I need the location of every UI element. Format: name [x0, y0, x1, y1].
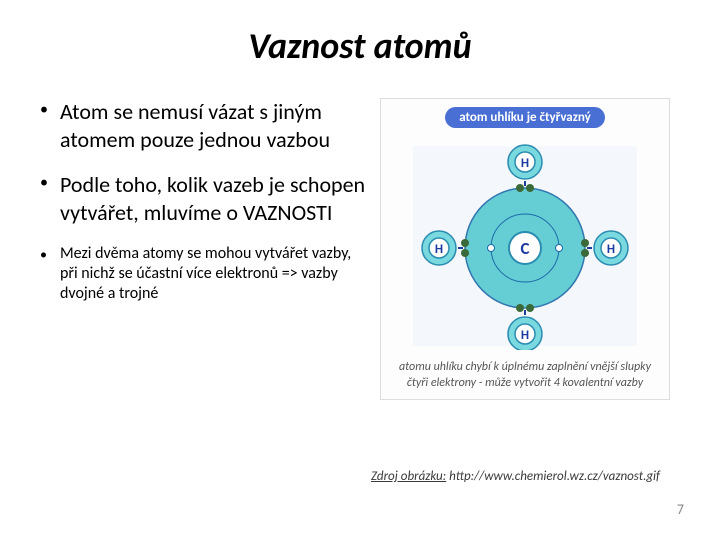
- bullet-main-0: • Atom se nemusí vázat s jiným atomem po…: [40, 98, 370, 153]
- diagram-card: atom uhlíku je čtyřvazný C H H H H atomu uhl…: [380, 98, 670, 400]
- bullet-dot-icon: •: [40, 98, 60, 119]
- source-url: http://www.chemierol.wz.cz/vaznost.gif: [449, 469, 660, 484]
- page-title: Vaznost atomů: [0, 0, 720, 98]
- svg-text:H: H: [607, 242, 615, 257]
- valence-diagram: C H H H H: [395, 140, 655, 350]
- bullet-dot-icon: •: [40, 171, 60, 192]
- diagram-caption: atomu uhlíku chybí k úplnému zaplnění vn…: [387, 356, 663, 391]
- content-row: • Atom se nemusí vázat s jiným atomem po…: [0, 98, 720, 400]
- image-source: Zdroj obrázku: http://www.chemierol.wz.c…: [371, 469, 660, 484]
- svg-text:H: H: [521, 156, 529, 171]
- bullet-text: Atom se nemusí vázat s jiným atomem pouz…: [60, 98, 370, 153]
- bullet-main-1: • Podle toho, kolik vazeb je schopen vyt…: [40, 171, 370, 226]
- bullet-dot-icon: •: [40, 244, 60, 263]
- bullet-sub-0: • Mezi dvěma atomy se mohou vytvářet vaz…: [40, 244, 370, 304]
- bullet-text: Mezi dvěma atomy se mohou vytvářet vazby…: [60, 244, 370, 304]
- svg-text:C: C: [521, 238, 530, 259]
- bullet-column: • Atom se nemusí vázat s jiným atomem po…: [40, 98, 370, 400]
- page-number: 7: [677, 501, 684, 518]
- diagram-label: atom uhlíku je čtyřvazný: [445, 107, 605, 128]
- source-label: Zdroj obrázku:: [371, 469, 446, 484]
- bullet-text: Podle toho, kolik vazeb je schopen vytvá…: [60, 171, 370, 226]
- svg-text:H: H: [435, 242, 443, 257]
- svg-text:H: H: [521, 328, 529, 343]
- diagram-column: atom uhlíku je čtyřvazný C H H H H atomu uhl…: [370, 98, 680, 400]
